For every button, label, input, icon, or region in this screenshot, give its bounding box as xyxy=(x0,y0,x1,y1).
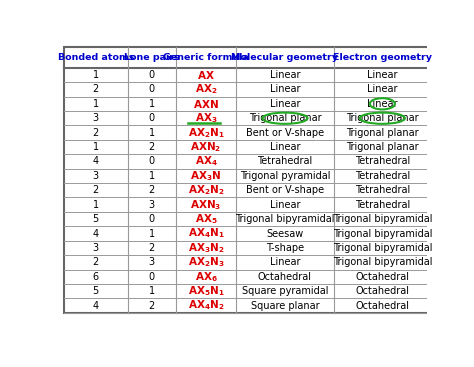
Text: 2: 2 xyxy=(93,128,99,138)
Text: 1: 1 xyxy=(93,200,99,210)
Text: $\mathbf{AX_2N_1}$: $\mathbf{AX_2N_1}$ xyxy=(188,126,224,139)
Text: $\mathbf{AX_5}$: $\mathbf{AX_5}$ xyxy=(195,212,218,226)
Text: Linear: Linear xyxy=(367,70,398,80)
Text: Trigonal pyramidal: Trigonal pyramidal xyxy=(240,171,330,181)
Text: Tetrahedral: Tetrahedral xyxy=(355,171,410,181)
Text: Trigonal planar: Trigonal planar xyxy=(249,113,321,123)
Text: 4: 4 xyxy=(93,229,99,239)
Text: Tetrahedral: Tetrahedral xyxy=(355,156,410,167)
Text: $\mathbf{AX_3N_2}$: $\mathbf{AX_3N_2}$ xyxy=(188,241,224,255)
Text: $\mathbf{AX_3}$: $\mathbf{AX_3}$ xyxy=(195,111,217,125)
Text: Bonded atoms: Bonded atoms xyxy=(58,53,134,62)
Text: 1: 1 xyxy=(93,142,99,152)
Text: $\mathbf{AXN}$: $\mathbf{AXN}$ xyxy=(193,98,219,110)
Text: Generic formula: Generic formula xyxy=(163,53,249,62)
Text: Trigonal bipyramidal: Trigonal bipyramidal xyxy=(333,257,432,267)
Text: Molecular geometry: Molecular geometry xyxy=(231,53,338,62)
Text: Square pyramidal: Square pyramidal xyxy=(242,286,328,296)
Text: 6: 6 xyxy=(93,272,99,282)
Text: 3: 3 xyxy=(93,171,99,181)
Text: 2: 2 xyxy=(149,185,155,195)
Text: 1: 1 xyxy=(93,99,99,109)
Text: Octahedral: Octahedral xyxy=(258,272,312,282)
Text: $\mathbf{AXN_3}$: $\mathbf{AXN_3}$ xyxy=(191,198,222,212)
Text: Octahedral: Octahedral xyxy=(356,286,410,296)
Text: 1: 1 xyxy=(149,171,155,181)
Text: Linear: Linear xyxy=(270,200,300,210)
Text: Linear: Linear xyxy=(270,70,300,80)
Text: 1: 1 xyxy=(149,286,155,296)
Text: 3: 3 xyxy=(149,257,155,267)
Text: Linear: Linear xyxy=(270,99,300,109)
Text: Trigonal bipyramidal: Trigonal bipyramidal xyxy=(235,214,335,224)
Text: 1: 1 xyxy=(149,128,155,138)
Text: 0: 0 xyxy=(149,214,155,224)
Text: Trigonal bipyramidal: Trigonal bipyramidal xyxy=(333,229,432,239)
Text: $\mathbf{AXN_2}$: $\mathbf{AXN_2}$ xyxy=(191,140,221,154)
Text: 3: 3 xyxy=(93,243,99,253)
Text: $\mathbf{AX_5N_1}$: $\mathbf{AX_5N_1}$ xyxy=(188,284,224,298)
Text: 0: 0 xyxy=(149,70,155,80)
Text: Trigonal planar: Trigonal planar xyxy=(346,142,419,152)
Text: Tetrahedral: Tetrahedral xyxy=(257,156,313,167)
Text: Linear: Linear xyxy=(270,257,300,267)
Text: 0: 0 xyxy=(149,113,155,123)
Text: Bent or V-shape: Bent or V-shape xyxy=(246,128,324,138)
Text: 2: 2 xyxy=(149,243,155,253)
Text: Octahedral: Octahedral xyxy=(356,272,410,282)
Text: 2: 2 xyxy=(149,301,155,310)
Text: $\mathbf{AX_2N_3}$: $\mathbf{AX_2N_3}$ xyxy=(188,255,224,269)
Text: 4: 4 xyxy=(93,156,99,167)
Text: 2: 2 xyxy=(149,142,155,152)
Text: $\mathbf{AX_2}$: $\mathbf{AX_2}$ xyxy=(195,83,217,96)
Text: 1: 1 xyxy=(93,70,99,80)
Text: Seesaw: Seesaw xyxy=(266,229,304,239)
Text: Lone pairs: Lone pairs xyxy=(124,53,180,62)
Text: $\mathbf{AX_4N_1}$: $\mathbf{AX_4N_1}$ xyxy=(188,226,224,240)
Text: Trigonal planar: Trigonal planar xyxy=(346,113,419,123)
Text: Trigonal bipyramidal: Trigonal bipyramidal xyxy=(333,214,432,224)
Text: 1: 1 xyxy=(149,229,155,239)
Text: Linear: Linear xyxy=(367,84,398,94)
Text: 5: 5 xyxy=(93,286,99,296)
Text: Tetrahedral: Tetrahedral xyxy=(355,200,410,210)
Text: 0: 0 xyxy=(149,84,155,94)
Text: 2: 2 xyxy=(93,185,99,195)
Text: $\mathbf{AX_4N_2}$: $\mathbf{AX_4N_2}$ xyxy=(188,299,224,312)
Text: Electron geometry: Electron geometry xyxy=(333,53,432,62)
Text: Square planar: Square planar xyxy=(251,301,319,310)
Text: Linear: Linear xyxy=(367,99,398,109)
Text: $\mathbf{AX_2N_2}$: $\mathbf{AX_2N_2}$ xyxy=(188,184,224,197)
Text: Tetrahedral: Tetrahedral xyxy=(355,185,410,195)
Text: Trigonal planar: Trigonal planar xyxy=(346,128,419,138)
Text: 3: 3 xyxy=(149,200,155,210)
Text: $\mathbf{AX_4}$: $\mathbf{AX_4}$ xyxy=(195,155,218,168)
Text: Octahedral: Octahedral xyxy=(356,301,410,310)
Text: 2: 2 xyxy=(93,84,99,94)
Text: Bent or V-shape: Bent or V-shape xyxy=(246,185,324,195)
Text: T-shape: T-shape xyxy=(266,243,304,253)
Text: 5: 5 xyxy=(93,214,99,224)
Text: $\mathbf{AX_3N}$: $\mathbf{AX_3N}$ xyxy=(191,169,222,183)
Text: Linear: Linear xyxy=(270,84,300,94)
Text: $\mathbf{AX}$: $\mathbf{AX}$ xyxy=(197,69,215,81)
Text: 3: 3 xyxy=(93,113,99,123)
Text: $\mathbf{AX_6}$: $\mathbf{AX_6}$ xyxy=(195,270,218,284)
Text: 0: 0 xyxy=(149,156,155,167)
Text: Linear: Linear xyxy=(270,142,300,152)
Text: 4: 4 xyxy=(93,301,99,310)
Text: 0: 0 xyxy=(149,272,155,282)
Text: 1: 1 xyxy=(149,99,155,109)
Text: 2: 2 xyxy=(93,257,99,267)
Text: Trigonal bipyramidal: Trigonal bipyramidal xyxy=(333,243,432,253)
